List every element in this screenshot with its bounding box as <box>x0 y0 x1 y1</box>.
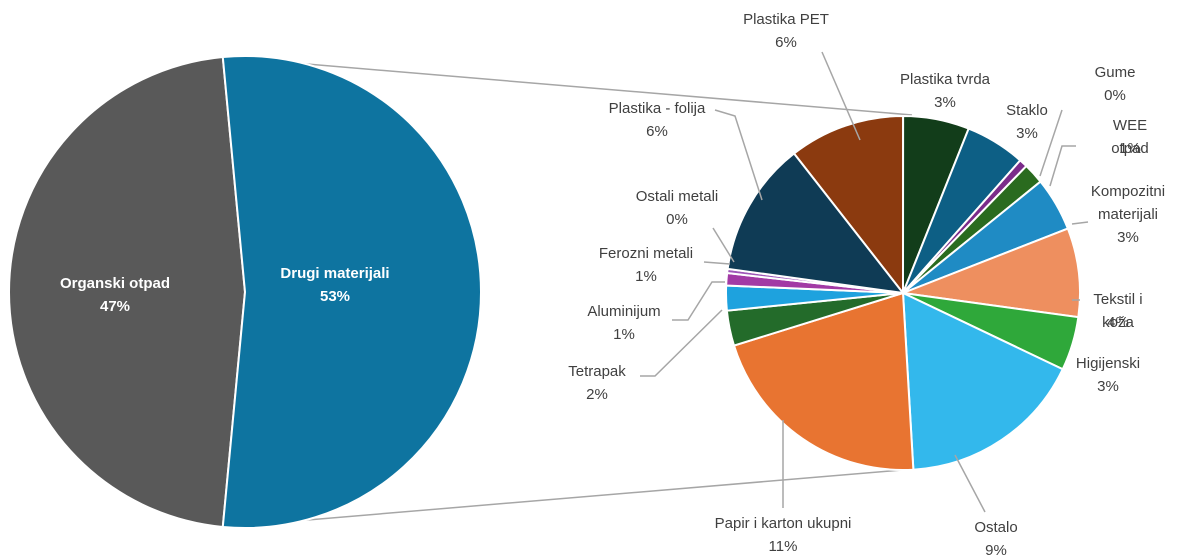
slice-label: Plastika tvrda <box>899 71 991 88</box>
slice-value-label: 47% <box>99 298 131 315</box>
pie-slice <box>726 152 906 295</box>
slice-value-label: 9% <box>985 542 1007 559</box>
slice-value-label: 3% <box>934 94 956 111</box>
pies <box>8 55 1081 529</box>
leader-line <box>1039 109 1063 177</box>
leader-line <box>821 51 861 141</box>
slice-label: Higijenski <box>1075 355 1141 372</box>
slice-label: Aluminijum <box>587 303 661 320</box>
slice-label: WEE otpad <box>1111 117 1149 157</box>
slice-value-label: 53% <box>319 288 351 305</box>
leader-line <box>672 281 725 321</box>
slice-value-label: 6% <box>646 123 668 140</box>
slice-value-label: 6% <box>775 34 797 51</box>
slice-value-label: 3% <box>1016 125 1038 142</box>
leader-line <box>714 109 763 201</box>
slice-value-label: 3% <box>1097 378 1119 395</box>
slice-value-label: 1% <box>635 268 657 285</box>
connector <box>223 56 913 116</box>
leader-line <box>703 261 731 265</box>
slice-label: Tekstil i koža <box>1093 291 1143 331</box>
slice-label: Plastika - folija <box>608 100 706 117</box>
slice-label: Plastika PET <box>743 11 829 28</box>
leader-line <box>712 227 735 263</box>
slice-value-label: 3% <box>1117 229 1139 246</box>
slice-label: Drugi materijali <box>280 265 390 282</box>
slice-label: Organski otpad <box>59 275 171 292</box>
slice-label: Staklo <box>1006 102 1048 119</box>
connector <box>223 469 903 528</box>
slice-label: Gume <box>1094 64 1136 81</box>
slice-value-label: 0% <box>1104 87 1126 104</box>
slice-label: Ostali metali <box>635 188 719 205</box>
slice-value-label: 1% <box>1119 140 1141 157</box>
leader-line <box>640 309 723 377</box>
slice-value-label: 1% <box>613 326 635 343</box>
pie-slice <box>899 227 1081 319</box>
pie-slice <box>8 55 247 529</box>
slice-label: Tetrapak <box>568 363 626 380</box>
slice-value-label: 2% <box>586 386 608 403</box>
pie-slice <box>901 291 1065 471</box>
slice-label: Ferozni metali <box>598 245 694 262</box>
pie-slice <box>792 114 905 296</box>
slice-value-label: 0% <box>666 211 688 228</box>
slice-label: Papir i karton ukupni <box>714 515 852 532</box>
leader-line <box>1071 221 1089 225</box>
pie-slice <box>732 291 915 471</box>
slice-value-label: 4% <box>1107 314 1129 331</box>
slice-label: Kompozitni materijali <box>1090 183 1166 223</box>
slice-label: Ostalo <box>974 519 1018 536</box>
leader-line <box>954 454 986 513</box>
slice-value-label: 11% <box>768 538 798 555</box>
leader-line <box>1049 145 1076 187</box>
pie-slice <box>221 55 482 529</box>
